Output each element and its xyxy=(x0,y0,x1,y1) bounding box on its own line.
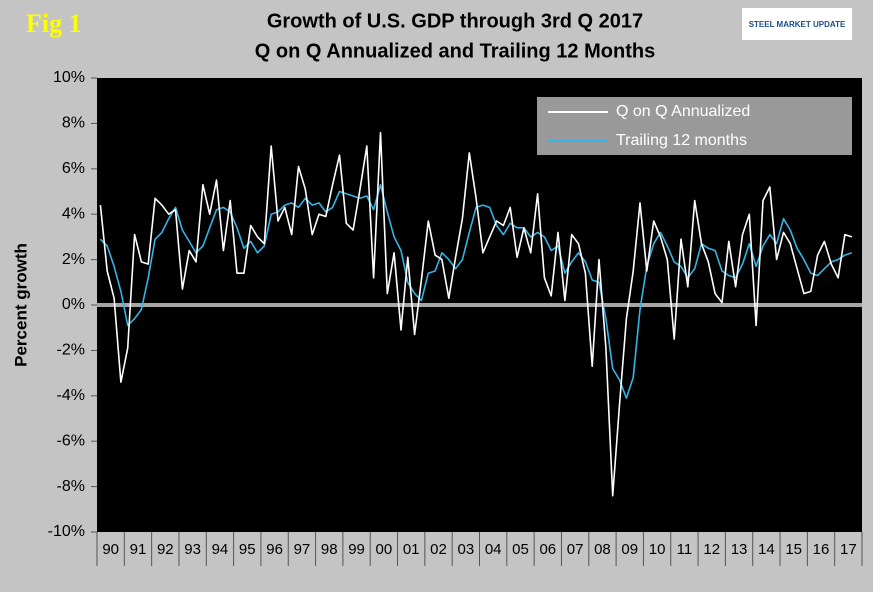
series-line xyxy=(99,183,853,399)
x-tick-label: 15 xyxy=(785,541,802,558)
x-tick-label: 06 xyxy=(539,541,556,558)
y-tick-label: 10% xyxy=(53,69,85,86)
x-tick-label: 07 xyxy=(567,541,584,558)
x-tick-label: 13 xyxy=(731,541,748,558)
y-tick-label: 2% xyxy=(62,251,85,268)
chart-title: Growth of U.S. GDP through 3rd Q 2017 xyxy=(267,10,643,32)
x-tick-label: 01 xyxy=(403,541,420,558)
x-tick-label: 90 xyxy=(102,541,119,558)
x-tick-label: 97 xyxy=(294,541,311,558)
series-line xyxy=(99,131,853,497)
x-tick-label: 11 xyxy=(677,541,693,558)
x-tick-label: 94 xyxy=(212,541,229,558)
y-tick-label: 6% xyxy=(62,160,85,177)
x-tick-label: 93 xyxy=(184,541,201,558)
x-tick-label: 03 xyxy=(457,541,474,558)
logo: STEEL MARKET UPDATE xyxy=(749,20,846,29)
y-tick-label: -4% xyxy=(57,387,85,404)
y-tick-label: 8% xyxy=(62,115,85,132)
y-tick-label: -10% xyxy=(48,523,85,540)
x-tick-label: 16 xyxy=(813,541,830,558)
x-tick-label: 14 xyxy=(758,541,775,558)
fig-label: Fig 1 xyxy=(26,9,82,38)
legend xyxy=(537,97,852,155)
x-tick-label: 95 xyxy=(239,541,256,558)
x-tick-label: 08 xyxy=(594,541,611,558)
y-tick-label: 4% xyxy=(62,205,85,222)
legend-label: Q on Q Annualized xyxy=(616,103,750,120)
x-tick-label: 00 xyxy=(376,541,393,558)
x-tick-label: 91 xyxy=(130,541,147,558)
x-tick-label: 99 xyxy=(348,541,365,558)
x-tick-label: 92 xyxy=(157,541,174,558)
y-tick-label: -6% xyxy=(57,432,85,449)
x-tick-label: 02 xyxy=(430,541,447,558)
legend-label: Trailing 12 months xyxy=(616,132,747,149)
x-tick-label: 17 xyxy=(840,541,857,558)
x-tick-label: 05 xyxy=(512,541,529,558)
x-tick-label: 04 xyxy=(485,541,502,558)
chart-subtitle: Q on Q Annualized and Trailing 12 Months xyxy=(255,40,655,62)
x-tick-label: 10 xyxy=(649,541,666,558)
y-axis-label: Percent growth xyxy=(11,243,30,367)
x-tick-label: 12 xyxy=(703,541,720,558)
y-tick-label: -2% xyxy=(57,342,85,359)
logo-box xyxy=(742,8,852,40)
y-tick-label: 0% xyxy=(62,296,85,313)
x-tick-label: 09 xyxy=(621,541,638,558)
x-tick-label: 98 xyxy=(321,541,338,558)
y-tick-label: -8% xyxy=(57,478,85,495)
x-tick-label: 96 xyxy=(266,541,283,558)
